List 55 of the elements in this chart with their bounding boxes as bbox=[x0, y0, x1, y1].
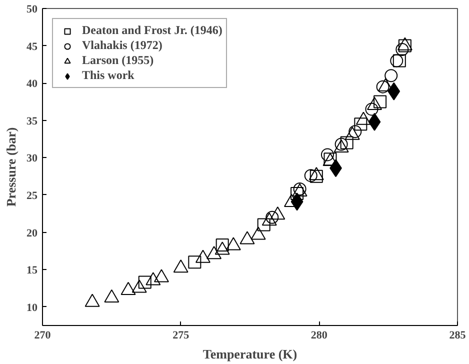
point bbox=[206, 246, 222, 260]
legend-label: Deaton and Frost Jr. (1946) bbox=[82, 23, 222, 38]
point bbox=[84, 294, 100, 307]
point bbox=[308, 166, 324, 180]
legend-label: This work bbox=[82, 68, 134, 83]
point bbox=[154, 269, 169, 282]
point bbox=[388, 82, 400, 100]
x-tick-label: 275 bbox=[172, 330, 190, 342]
point bbox=[214, 242, 230, 255]
point bbox=[104, 289, 120, 302]
point bbox=[368, 112, 381, 131]
point bbox=[290, 192, 304, 211]
x-tick-label: 285 bbox=[449, 330, 466, 342]
y-tick-label: 35 bbox=[26, 115, 38, 128]
point bbox=[376, 80, 390, 94]
x-axis-title: Temperature (K) bbox=[202, 346, 298, 362]
y-tick-label: 25 bbox=[26, 190, 38, 202]
point bbox=[348, 125, 362, 138]
point bbox=[340, 136, 354, 150]
point bbox=[226, 237, 241, 250]
point bbox=[390, 54, 404, 68]
y-tick-label: 40 bbox=[26, 78, 38, 90]
y-tick-label: 10 bbox=[26, 302, 38, 314]
y-tick-label: 30 bbox=[26, 152, 38, 165]
y-tick-label: 50 bbox=[26, 4, 38, 16]
point bbox=[250, 226, 266, 240]
point bbox=[392, 54, 406, 68]
point bbox=[266, 210, 279, 224]
y-axis-title: Pressure (bar) bbox=[4, 127, 18, 207]
point bbox=[320, 148, 334, 162]
point bbox=[384, 69, 398, 82]
point bbox=[270, 206, 286, 220]
point bbox=[396, 43, 409, 56]
x-tick-label: 270 bbox=[34, 330, 52, 342]
y-tick-label: 20 bbox=[26, 227, 38, 240]
point bbox=[365, 102, 378, 116]
point bbox=[146, 272, 161, 286]
point bbox=[257, 218, 270, 232]
point bbox=[374, 95, 387, 108]
point bbox=[240, 231, 255, 244]
legend-label: Vlahakis (1972) bbox=[82, 38, 162, 53]
x-tick-label: 280 bbox=[310, 330, 328, 342]
legend-label: Larson (1955) bbox=[82, 53, 154, 68]
point bbox=[290, 186, 304, 200]
point bbox=[120, 282, 136, 295]
point bbox=[310, 170, 323, 183]
y-tick-label: 15 bbox=[26, 264, 38, 277]
point bbox=[173, 259, 188, 273]
point bbox=[216, 238, 229, 252]
point bbox=[132, 280, 147, 293]
point bbox=[195, 250, 210, 263]
point bbox=[262, 212, 277, 226]
y-tick-label: 45 bbox=[26, 40, 38, 53]
point bbox=[304, 169, 318, 182]
point bbox=[354, 118, 368, 131]
